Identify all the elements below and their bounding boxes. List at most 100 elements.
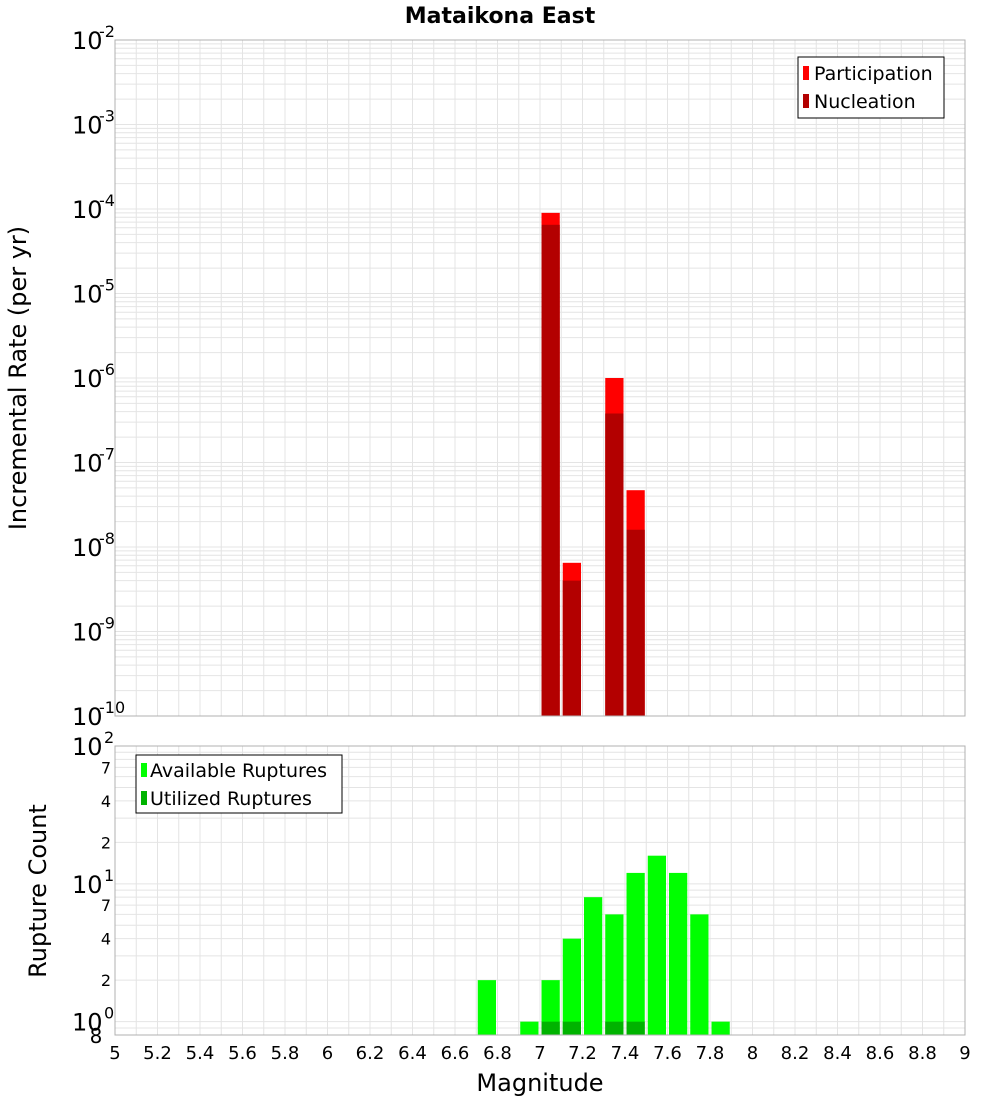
y-tick-exponent: -7 — [99, 445, 115, 464]
legend-label-participation: Participation — [814, 63, 933, 85]
y-tick-base: 10 — [72, 871, 103, 899]
y-tick-exponent: -2 — [99, 22, 115, 41]
y-tick-base: 10 — [72, 112, 103, 140]
y-tick-exponent: -3 — [99, 107, 115, 126]
y-tick-label: 10 2 — [72, 728, 114, 761]
bar-available-ruptures — [626, 872, 645, 1035]
x-tick-label: 6.8 — [483, 1043, 512, 1064]
rate-grid — [114, 40, 966, 717]
bar-utilized-ruptures — [605, 1021, 624, 1035]
y-tick-base: 10 — [72, 703, 103, 731]
legend-label-available: Available Ruptures — [150, 760, 327, 782]
legend-swatch-available — [141, 763, 147, 777]
legend-label-nucleation: Nucleation — [814, 91, 916, 113]
x-tick-label: 6.4 — [398, 1043, 427, 1064]
bar-nucleation — [562, 580, 581, 716]
y-tick-exponent: -10 — [99, 698, 125, 717]
y-tick-label: 10-3 — [72, 107, 115, 140]
chart-title: Mataikona East — [405, 4, 596, 29]
rate-plot-frame — [114, 39, 966, 717]
y-tick-exponent: -6 — [99, 360, 115, 379]
rate-legend: Participation Nucleation — [797, 56, 945, 119]
bar-available-ruptures — [520, 1021, 539, 1035]
x-axis-label: Magnitude — [476, 1069, 603, 1097]
y-tick-label: 10-8 — [72, 529, 115, 562]
y-tick-minor-label: 7 — [101, 758, 111, 777]
y-tick-label: 10 0 — [72, 1004, 114, 1037]
y-tick-label: 10-7 — [72, 445, 115, 478]
x-tick-label: 7 — [534, 1043, 545, 1064]
bar-available-ruptures — [647, 855, 666, 1035]
y-tick-exponent: -4 — [99, 191, 115, 210]
y-tick-label: 10-6 — [72, 360, 115, 393]
x-tick-label: 7.8 — [696, 1043, 725, 1064]
y-tick-base: 10 — [72, 733, 103, 761]
bar-utilized-ruptures — [626, 1021, 645, 1035]
bar-available-ruptures — [605, 914, 624, 1035]
y-tick-base: 10 — [72, 534, 103, 562]
legend-label-utilized: Utilized Ruptures — [150, 788, 312, 810]
bar-available-ruptures — [690, 914, 709, 1035]
y-tick-label: 10-2 — [72, 22, 115, 55]
bar-available-ruptures — [477, 980, 496, 1035]
y-tick-minor-label: 2 — [101, 833, 111, 852]
y-tick-exponent: 0 — [104, 1004, 114, 1023]
y-tick-base: 10 — [72, 196, 103, 224]
y-tick-base: 10 — [72, 1009, 103, 1037]
rate-bars — [541, 212, 645, 716]
y-tick-exponent: -5 — [99, 276, 115, 295]
bar-available-ruptures — [541, 980, 560, 1035]
y-tick-minor-label: 2 — [101, 971, 111, 990]
y-tick-base: 10 — [72, 365, 103, 393]
legend-swatch-utilized — [141, 791, 147, 805]
bar-nucleation — [626, 529, 645, 716]
x-tick-label: 5.8 — [271, 1043, 300, 1064]
x-tick-label: 5.6 — [228, 1043, 257, 1064]
bar-available-ruptures — [584, 897, 603, 1035]
y-tick-label: 10-4 — [72, 191, 115, 224]
count-bars — [477, 855, 730, 1035]
y-tick-exponent: -8 — [99, 529, 115, 548]
y-tick-exponent: 2 — [104, 728, 114, 747]
y-tick-label: 10-5 — [72, 276, 115, 309]
y-tick-base: 10 — [72, 450, 103, 478]
rate-y-axis-label: Incremental Rate (per yr) — [4, 226, 32, 530]
bar-available-ruptures — [711, 1021, 730, 1035]
bar-utilized-ruptures — [562, 1021, 581, 1035]
count-legend-box — [135, 754, 343, 814]
rate-legend-box — [797, 56, 945, 119]
x-tick-label: 7.4 — [611, 1043, 640, 1064]
y-tick-exponent: -9 — [99, 614, 115, 633]
x-tick-label: 9 — [959, 1043, 970, 1064]
bar-nucleation — [605, 413, 624, 716]
x-tick-label: 5 — [109, 1043, 120, 1064]
bar-available-ruptures — [669, 872, 688, 1035]
x-tick-label: 8.2 — [781, 1043, 810, 1064]
bar-available-ruptures — [562, 938, 581, 1035]
y-tick-base: 10 — [72, 281, 103, 309]
x-tick-label: 5.2 — [143, 1043, 172, 1064]
legend-swatch-nucleation — [803, 94, 809, 108]
x-tick-label: 8.8 — [908, 1043, 937, 1064]
x-tick-label: 6.6 — [441, 1043, 470, 1064]
legend-swatch-participation — [803, 66, 809, 80]
y-tick-base: 10 — [72, 27, 103, 55]
count-plot-frame — [114, 745, 966, 1036]
count-legend: Available Ruptures Utilized Ruptures — [135, 754, 343, 814]
x-tick-label: 6 — [322, 1043, 333, 1064]
x-tick-label: 5.4 — [186, 1043, 215, 1064]
x-tick-labels: 5 5.2 5.4 5.6 5.8 6 6.2 6.4 6.6 6.8 7 7.2 7.4 7.6 7.8 8… — [109, 1043, 970, 1064]
x-tick-label: 7.6 — [653, 1043, 682, 1064]
y-tick-exponent: 1 — [104, 866, 114, 885]
y-tick-minor-label: 4 — [101, 930, 111, 949]
y-tick-minor-label: 8 — [90, 1024, 103, 1048]
count-y-axis-label: Rupture Count — [24, 804, 52, 978]
y-tick-label: 10-10 — [72, 698, 125, 731]
y-tick-minor-label: 4 — [101, 792, 111, 811]
x-tick-label: 8.4 — [823, 1043, 852, 1064]
